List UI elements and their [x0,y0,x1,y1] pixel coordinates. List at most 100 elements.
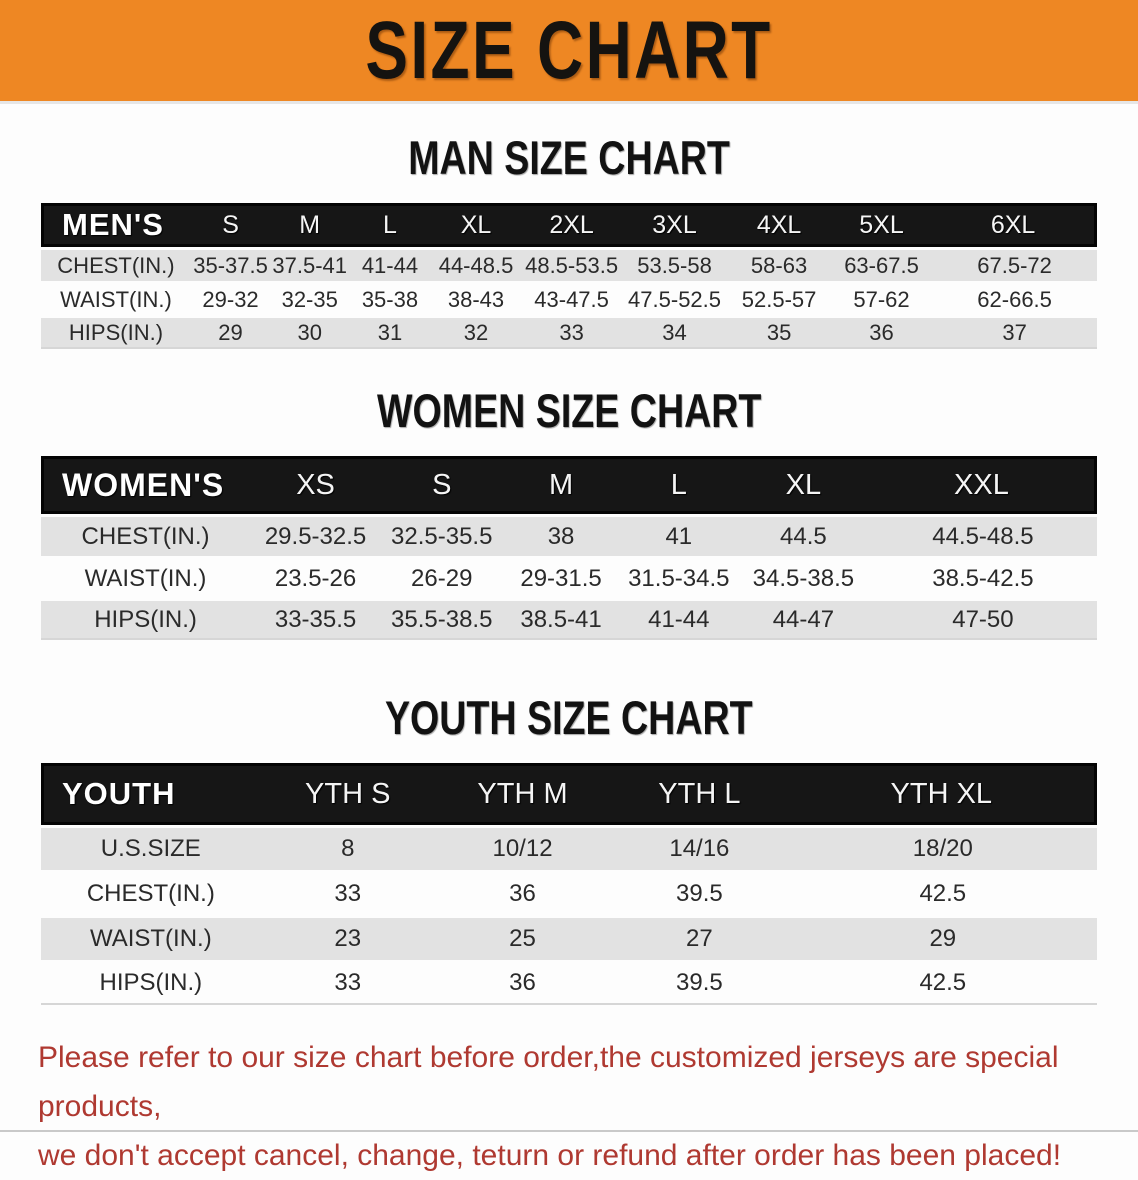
row-label: CHEST(IN.) [41,514,251,556]
size-value-cell: 26-29 [381,556,503,598]
size-value-cell: 33 [260,960,435,1005]
column-header-l: L [619,456,738,514]
table-row-waist-in.-: WAIST(IN.) 23 25 27 29 [41,915,1097,960]
women-header-label: WOMEN'S [41,456,251,514]
row-label: CHEST(IN.) [41,247,191,281]
size-value-cell: 44.5 [737,514,869,556]
size-value-cell: 63-67.5 [830,247,933,281]
size-value-cell: 47.5-52.5 [621,281,728,315]
size-value-cell: 44-48.5 [430,247,522,281]
size-value-cell: 23 [260,915,435,960]
column-header-xl: XL [430,203,522,247]
column-header-3xl: 3XL [621,203,728,247]
size-value-cell: 35 [727,315,831,349]
men-header-label: MEN'S [41,203,191,247]
size-value-cell: 62-66.5 [932,281,1097,315]
size-chart-banner: SIZE CHART [0,0,1138,104]
section-title-women: WOMEN SIZE CHART [0,383,1138,438]
size-value-cell: 34 [621,315,728,349]
size-value-cell: 53.5-58 [621,247,728,281]
size-value-cell: 8 [260,825,435,870]
section-title-men: MAN SIZE CHART [0,130,1138,185]
size-value-cell: 41-44 [619,598,738,640]
size-value-cell: 35-37.5 [190,247,271,281]
column-header-xs: XS [250,456,382,514]
size-value-cell: 10/12 [434,825,611,870]
size-value-cell: 33 [260,870,435,915]
column-header-2xl: 2XL [521,203,622,247]
size-value-cell: 52.5-57 [727,281,831,315]
size-value-cell: 33 [521,315,622,349]
size-value-cell: 37.5-41 [270,247,350,281]
column-header-l: L [349,203,431,247]
size-value-cell: 41 [619,514,738,556]
size-value-cell: 27 [610,915,789,960]
size-value-cell: 38.5-42.5 [868,556,1097,598]
men-header-row: MEN'S S M L XL 2XL 3XL 4XL 5XL 6XL [41,203,1097,247]
size-value-cell: 42.5 [788,870,1097,915]
size-value-cell: 32-35 [270,281,350,315]
size-value-cell: 29.5-32.5 [250,514,382,556]
banner-title: SIZE CHART [365,4,773,96]
section-title-text: WOMEN SIZE CHART [376,384,762,437]
size-value-cell: 32 [430,315,522,349]
row-label: HIPS(IN.) [41,315,191,349]
size-value-cell: 44-47 [737,598,869,640]
size-value-cell: 43-47.5 [521,281,622,315]
column-header-m: M [502,456,620,514]
size-value-cell: 33-35.5 [250,598,382,640]
row-label: U.S.SIZE [41,825,261,870]
size-value-cell: 37 [932,315,1097,349]
size-value-cell: 36 [434,870,611,915]
size-value-cell: 48.5-53.5 [521,247,622,281]
women-size-table: WOMEN'S XS S M L XL XXL CHEST(IN.) 29.5-32.5 32.5… [41,456,1097,640]
section-title-youth: YOUTH SIZE CHART [0,690,1138,745]
size-value-cell: 38 [502,514,620,556]
table-row-waist-in.-: WAIST(IN.) 29-32 32-35 35-38 38-43 43-47.5 47.… [41,281,1097,315]
size-value-cell: 14/16 [610,825,789,870]
row-label: WAIST(IN.) [41,556,251,598]
table-row-hips-in.-: HIPS(IN.) 29 30 31 32 33 34 35 36 37 [41,315,1097,349]
column-header-yth-m: YTH M [434,763,611,825]
row-label: HIPS(IN.) [41,598,251,640]
size-value-cell: 47-50 [868,598,1097,640]
table-row-chest-in.-: CHEST(IN.) 33 36 39.5 42.5 [41,870,1097,915]
size-value-cell: 57-62 [830,281,933,315]
size-value-cell: 34.5-38.5 [737,556,869,598]
table-row-hips-in.-: HIPS(IN.) 33 36 39.5 42.5 [41,960,1097,1005]
column-header-s: S [190,203,271,247]
column-header-xl: XL [737,456,869,514]
size-value-cell: 35.5-38.5 [381,598,503,640]
column-header-s: S [381,456,503,514]
size-value-cell: 39.5 [610,870,789,915]
men-table-wrap: MEN'S S M L XL 2XL 3XL 4XL 5XL 6XL CHEST(IN.) 35-37… [0,203,1138,349]
section-women: WOMEN SIZE CHART WOMEN'S XS S M L XL XXL CHEST(I… [0,383,1138,640]
size-value-cell: 42.5 [788,960,1097,1005]
size-value-cell: 18/20 [788,825,1097,870]
youth-table-wrap: YOUTH YTH S YTH M YTH L YTH XL U.S.SIZE 8 10/12… [0,763,1138,1005]
table-row-u.s.size: U.S.SIZE 8 10/12 14/16 18/20 [41,825,1097,870]
size-value-cell: 58-63 [727,247,831,281]
size-value-cell: 23.5-26 [250,556,382,598]
column-header-6xl: 6XL [932,203,1097,247]
column-header-yth-xl: YTH XL [788,763,1097,825]
column-header-yth-s: YTH S [260,763,435,825]
size-value-cell: 41-44 [349,247,431,281]
order-policy-line-1: Please refer to our size chart before or… [38,1041,1059,1123]
size-value-cell: 39.5 [610,960,789,1005]
size-value-cell: 32.5-35.5 [381,514,503,556]
table-row-chest-in.-: CHEST(IN.) 29.5-32.5 32.5-35.5 38 41 44.5 44.5… [41,514,1097,556]
size-value-cell: 67.5-72 [932,247,1097,281]
size-value-cell: 29-31.5 [502,556,620,598]
men-size-table: MEN'S S M L XL 2XL 3XL 4XL 5XL 6XL CHEST(IN.) 35-37… [41,203,1097,349]
size-value-cell: 29 [190,315,271,349]
section-title-text: MAN SIZE CHART [408,131,730,184]
row-label: WAIST(IN.) [41,915,261,960]
size-value-cell: 29 [788,915,1097,960]
table-row-hips-in.-: HIPS(IN.) 33-35.5 35.5-38.5 38.5-41 41-44 44-… [41,598,1097,640]
column-header-yth-l: YTH L [610,763,789,825]
youth-header-label: YOUTH [41,763,261,825]
section-men: MAN SIZE CHART MEN'S S M L XL 2XL 3XL 4XL 5XL 6XL C… [0,130,1138,349]
women-table-wrap: WOMEN'S XS S M L XL XXL CHEST(IN.) 29.5-32.5 32.5… [0,456,1138,640]
size-value-cell: 38.5-41 [502,598,620,640]
